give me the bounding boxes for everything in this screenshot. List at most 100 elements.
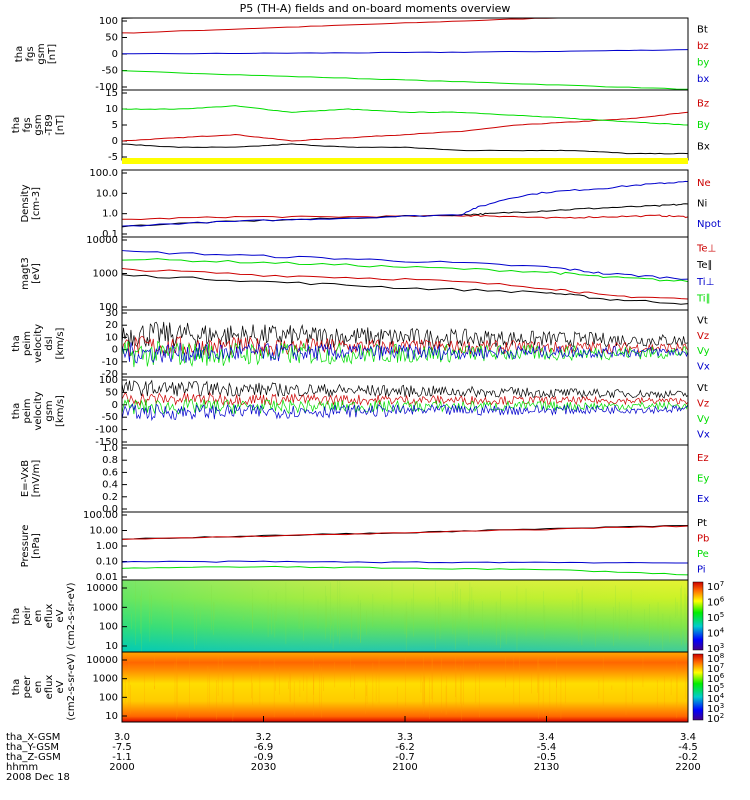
y-tick-label: 0.1 — [102, 229, 118, 240]
series-ti — [121, 258, 689, 283]
y-tick-label: 50 — [105, 387, 118, 398]
panel-10: 10810710610510410310210000100010010thape… — [11, 651, 725, 725]
panel-2: 15 10 5 0 -5 thafgsgsm-T89[nT] Bz By Bx — [11, 88, 710, 163]
y-tick-label: 100.0 — [89, 168, 118, 179]
legend-te: Te∥ — [696, 260, 713, 271]
legend-bz: bz — [697, 41, 709, 52]
legend-bx: bx — [697, 74, 709, 85]
series-ti — [121, 250, 689, 280]
y-tick-label: 0 — [112, 345, 118, 356]
y-tick-label: 1.00 — [96, 541, 118, 552]
series-vy — [121, 340, 689, 368]
series-pe — [121, 565, 689, 576]
legend-bt: Bt — [697, 24, 708, 35]
footer-cell: 2000 — [109, 762, 134, 773]
series-vy — [121, 398, 689, 415]
y-tick-label: -10 — [102, 357, 118, 368]
footer-cell: -1.1 — [112, 752, 132, 763]
y-tick-label: 10 — [105, 104, 118, 115]
y-tick-label: -5 — [108, 152, 118, 163]
colorbar-tick-label: 104 — [707, 627, 725, 640]
series-te — [121, 274, 689, 305]
footer-row-label: tha_X-GSM — [6, 732, 60, 743]
footer-cell: -6.9 — [254, 742, 274, 753]
panel-9: 10710610510410310000100010010thapeirenef… — [11, 579, 725, 655]
panel-7: 1.00.80.6 0.40.20.0 E=-VxB[mV/m] Ez Ey Ex — [20, 443, 709, 515]
footer-cell: 3.0 — [114, 732, 130, 743]
series-pb — [121, 525, 689, 540]
series-vx — [121, 403, 689, 422]
y-axis-label: E=-VxB[mV/m] — [20, 460, 42, 498]
legend-pi: Pi — [697, 564, 706, 575]
figure-title: P5 (TH-A) fields and on-board moments ov… — [240, 2, 511, 15]
footer-row-label: hhmm — [6, 762, 38, 773]
legend-vx: Vx — [697, 361, 710, 372]
colorbar-tick-label: 102 — [707, 712, 724, 725]
y-tick-label: -50 — [102, 66, 118, 77]
y-axis-label: thapeimvelocitydsl[km/s] — [11, 324, 66, 363]
y-axis-label: thapeirenefluxeV(cm2-s-sr-eV) — [11, 582, 77, 649]
y-axis-label: magt3[eV] — [20, 257, 42, 290]
legend-vz: Vz — [697, 331, 709, 342]
legend-ey: Ey — [697, 474, 709, 485]
legend-by: by — [697, 57, 709, 68]
y-tick-label: 100 — [99, 375, 118, 386]
footer-cell: -0.9 — [254, 752, 274, 763]
y-tick-label: 0.0 — [102, 504, 118, 515]
y-tick-label: 100 — [99, 302, 118, 313]
legend-pe: Pe — [697, 549, 709, 560]
series-vz — [121, 335, 689, 357]
legend-ti: Ti⊥ — [696, 277, 714, 288]
panel-frame — [121, 169, 689, 238]
legend-bx: Bx — [697, 141, 710, 152]
series-bz — [121, 111, 689, 142]
legend-vt: Vt — [697, 383, 708, 394]
y-tick-label: 20 — [105, 320, 118, 331]
panel-frame — [121, 17, 689, 91]
y-tick-label: 0 — [112, 136, 118, 147]
y-tick-label: 100 — [99, 692, 118, 703]
panel-1: 100 50 0 -50 -100 thafgsgsm[nT] Bt bz by bx — [14, 16, 709, 93]
y-tick-label: 0.01 — [96, 572, 118, 583]
y-axis-label: thapeimvelocitygsm[km/s] — [11, 391, 66, 430]
legend-npot: Npot — [697, 219, 721, 230]
y-axis-label: thafgsgsm-T89[nT] — [11, 114, 66, 136]
series-te — [121, 268, 689, 300]
y-tick-label: 10 — [105, 332, 118, 343]
legend-by: By — [697, 120, 710, 131]
footer-cell: 2030 — [251, 762, 276, 773]
y-tick-label: 10 — [105, 711, 118, 722]
series-ne — [121, 214, 689, 220]
y-tick-label: 10000 — [86, 583, 118, 594]
panel-8: 100.00 10.00 1.00 0.10 0.01 Pressure[nPa] Pt Pb… — [20, 510, 709, 583]
colorbar-tick-label: 106 — [707, 596, 725, 609]
colorbar — [692, 581, 704, 651]
y-tick-label: 1.0 — [102, 209, 118, 220]
y-tick-label: -100 — [95, 425, 118, 436]
footer-cell: -4.5 — [678, 742, 698, 753]
legend-vt: Vt — [697, 316, 708, 327]
y-tick-label: 0.2 — [102, 492, 118, 503]
y-tick-label: 50 — [105, 33, 118, 44]
y-tick-label: 10.00 — [89, 526, 118, 537]
panel-frame — [121, 444, 689, 513]
legend-te: Te⊥ — [696, 243, 716, 254]
legend-vz: Vz — [697, 398, 709, 409]
y-tick-label: 0.4 — [102, 480, 118, 491]
y-tick-label: 0.8 — [102, 455, 118, 466]
series-by — [121, 105, 689, 126]
y-tick-label: 1000 — [93, 269, 118, 280]
footer-cell: -0.2 — [678, 752, 698, 763]
footer-cell: -5.4 — [537, 742, 557, 753]
series-bz — [121, 17, 688, 34]
legend-vx: Vx — [697, 429, 710, 440]
y-tick-label: -100 — [95, 82, 118, 93]
footer-cell: -0.7 — [395, 752, 415, 763]
series-bx — [121, 143, 689, 155]
y-tick-label: 30 — [105, 308, 118, 319]
y-tick-label: 100.00 — [83, 510, 118, 521]
footer-cell: 2100 — [392, 762, 417, 773]
panels-group: 100500-50-100thafgsgsm[nT]Btbzbybx151050… — [11, 16, 725, 725]
